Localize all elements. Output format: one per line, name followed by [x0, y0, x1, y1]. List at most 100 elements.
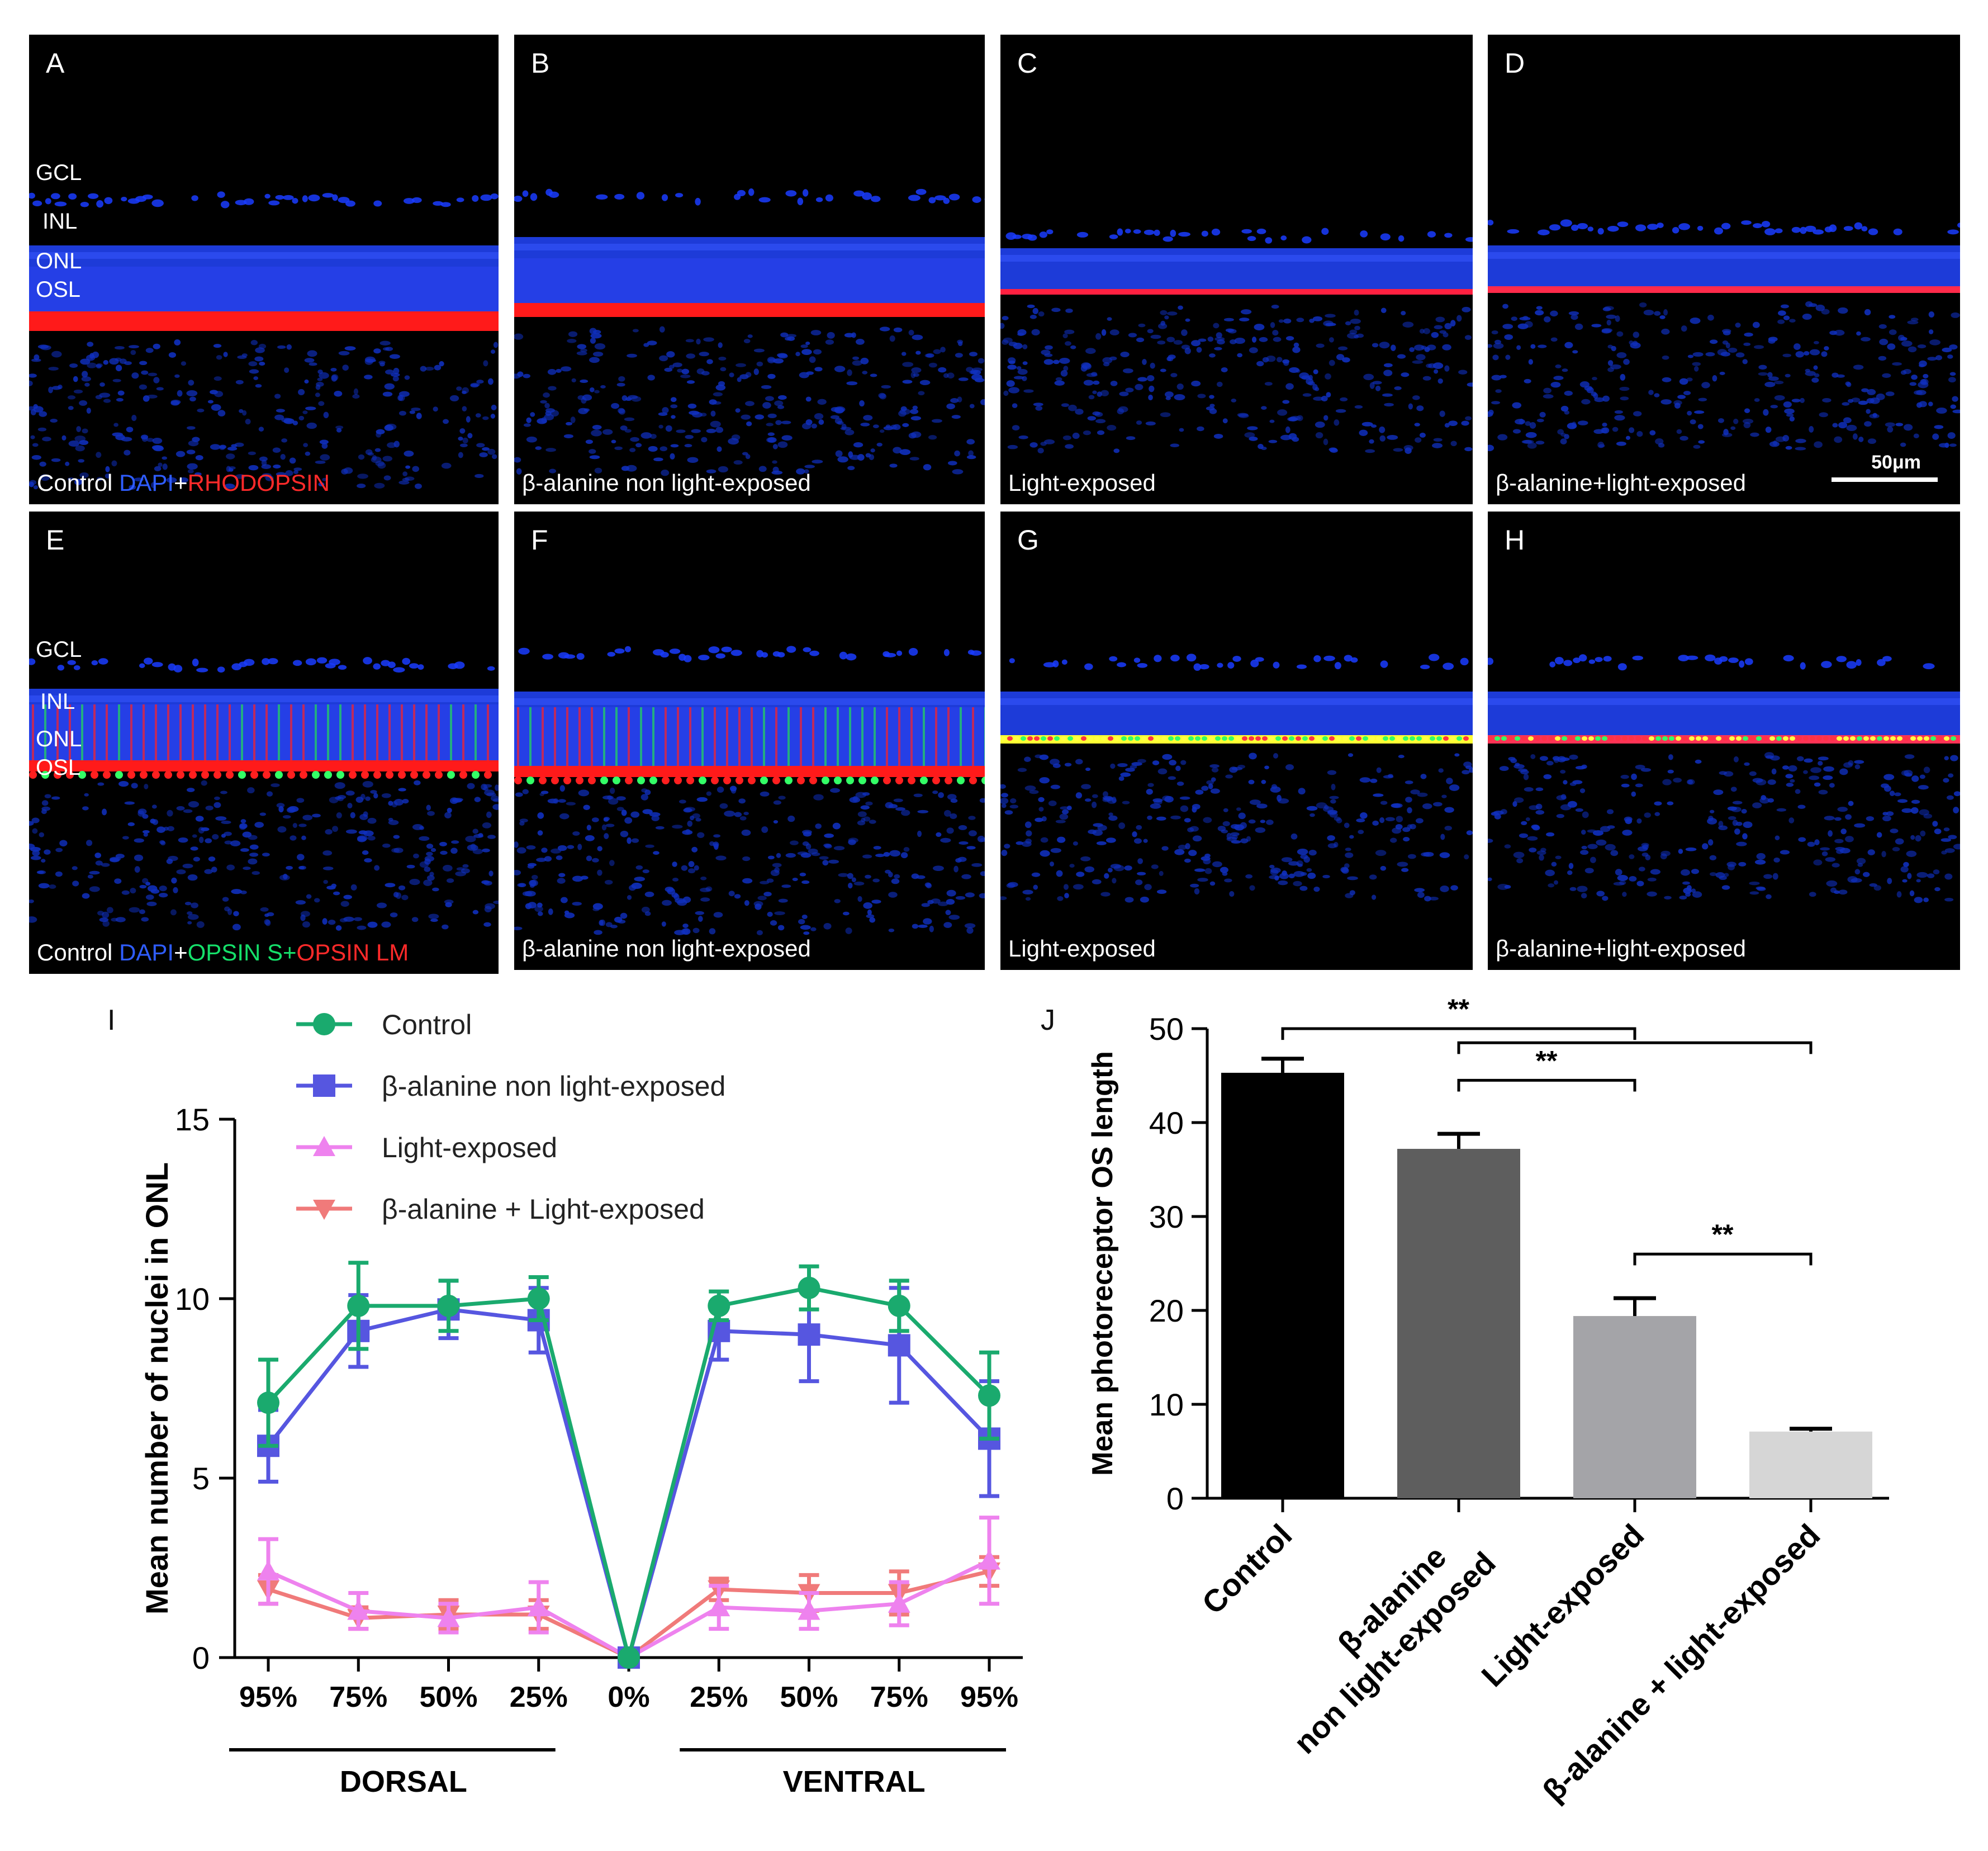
nucleus-dot: [73, 665, 80, 670]
choroid-nucleus: [31, 817, 40, 823]
choroid-nucleus: [1092, 801, 1097, 808]
choroid-nucleus: [1007, 357, 1016, 364]
choroid-nucleus: [1415, 437, 1422, 443]
choroid-nucleus: [1344, 822, 1350, 829]
nucleus-dot: [1247, 236, 1256, 242]
choroid-nucleus: [114, 346, 125, 350]
choroid-nucleus: [756, 930, 763, 935]
cone-segment: [1716, 736, 1721, 741]
layer-label-onl: ONL: [36, 727, 82, 751]
choroid-nucleus: [319, 372, 329, 379]
x-tick-label-line: Control: [1195, 1517, 1298, 1621]
cone-segment: [1289, 736, 1294, 741]
choroid-nucleus: [274, 414, 284, 420]
inl-band: [514, 244, 985, 250]
choroid-nucleus: [1338, 346, 1348, 351]
choroid-nucleus: [910, 409, 919, 414]
choroid-nucleus: [1122, 801, 1130, 804]
nucleus-dot: [815, 197, 823, 202]
choroid-nucleus: [743, 811, 749, 816]
choroid-nucleus: [599, 920, 604, 926]
choroid-nucleus: [760, 880, 770, 884]
choroid-nucleus: [447, 807, 452, 813]
choroid-nucleus: [792, 877, 798, 882]
choroid-nucleus: [969, 352, 978, 357]
choroid-nucleus: [757, 896, 767, 901]
choroid-nucleus: [1209, 881, 1216, 886]
cone-segment: [226, 771, 234, 779]
choroid-nucleus: [1647, 877, 1657, 882]
choroid-nucleus: [1826, 880, 1838, 887]
choroid-nucleus: [318, 401, 325, 406]
choroid-nucleus: [1795, 789, 1801, 794]
choroid-nucleus: [1391, 344, 1396, 351]
choroid-nucleus: [364, 375, 373, 380]
cone-process: [302, 704, 305, 760]
choroid-nucleus: [1209, 404, 1215, 408]
choroid-nucleus: [290, 835, 297, 841]
choroid-nucleus: [685, 339, 694, 343]
choroid-nucleus: [589, 449, 596, 454]
choroid-nucleus: [643, 343, 649, 347]
choroid-nucleus: [1041, 816, 1047, 822]
cone-process: [701, 707, 704, 766]
choroid-nucleus: [1524, 378, 1531, 384]
choroid-nucleus: [1175, 765, 1181, 771]
choroid-nucleus: [979, 893, 985, 898]
choroid-nucleus: [1581, 830, 1586, 835]
choroid-nucleus: [1369, 439, 1374, 444]
cone-segment: [699, 777, 706, 784]
choroid-nucleus: [980, 399, 985, 405]
choroid-nucleus: [767, 911, 773, 917]
choroid-nucleus: [1440, 834, 1445, 840]
choroid-nucleus: [1180, 805, 1189, 812]
cone-segment: [410, 771, 418, 779]
choroid-nucleus: [131, 414, 137, 422]
choroid-nucleus: [671, 415, 676, 419]
choroid-nucleus: [1316, 343, 1325, 348]
choroid-nucleus: [1934, 829, 1942, 835]
cone-segment: [797, 777, 805, 784]
choroid-nucleus: [150, 482, 156, 489]
choroid-nucleus: [1031, 872, 1041, 877]
choroid-nucleus: [1209, 764, 1220, 768]
choroid-nucleus: [1591, 324, 1602, 328]
choroid-nucleus: [1208, 783, 1213, 789]
choroid-nucleus: [1103, 796, 1114, 802]
group-label: DORSAL: [340, 1765, 467, 1798]
nucleus-dot: [684, 655, 692, 662]
choroid-nucleus: [1012, 403, 1018, 408]
choroid-nucleus: [635, 865, 643, 870]
cone-segment: [29, 771, 37, 779]
choroid-nucleus: [647, 340, 657, 345]
choroid-nucleus: [1000, 784, 1006, 789]
cone-segment: [1155, 736, 1160, 741]
choroid-nucleus: [634, 877, 646, 882]
cone-segment: [447, 771, 455, 779]
choroid-nucleus: [111, 460, 117, 467]
choroid-nucleus: [1897, 799, 1908, 803]
choroid-nucleus: [67, 395, 76, 400]
cone-segment: [1396, 736, 1402, 741]
choroid-nucleus: [213, 796, 220, 801]
choroid-nucleus: [1742, 418, 1754, 424]
choroid-nucleus: [603, 817, 609, 822]
choroid-nucleus: [735, 408, 741, 413]
choroid-nucleus: [335, 425, 344, 429]
choroid-nucleus: [143, 832, 148, 837]
choroid-nucleus: [1856, 331, 1861, 336]
choroid-nucleus: [1113, 865, 1125, 872]
choroid-nucleus: [1033, 884, 1038, 890]
panel-c: C Light-exposed: [1000, 35, 1473, 504]
choroid-nucleus: [1502, 304, 1508, 309]
choroid-nucleus: [1834, 839, 1844, 844]
choroid-nucleus: [911, 367, 922, 373]
cone-process: [578, 707, 581, 766]
choroid-nucleus: [844, 429, 855, 435]
choroid-nucleus: [29, 821, 34, 826]
panel-e: E GCL INL ONL OSL Control DAPI+OPSIN S+O…: [29, 512, 499, 974]
choroid-nucleus: [1271, 784, 1278, 789]
cone-segment: [373, 771, 381, 779]
choroid-nucleus: [1387, 434, 1398, 440]
cone-segment: [1709, 736, 1715, 741]
